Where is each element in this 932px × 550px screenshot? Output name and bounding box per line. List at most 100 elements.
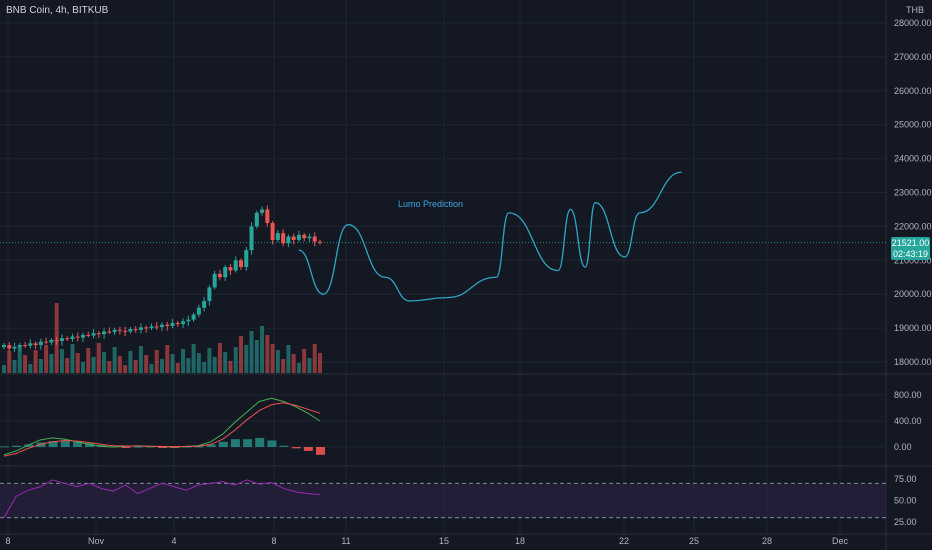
volume-bar bbox=[81, 362, 85, 373]
rsi-band bbox=[0, 483, 886, 518]
signal-line bbox=[3, 402, 321, 457]
price-tick-label: 24000.00 bbox=[894, 154, 932, 164]
candle-body bbox=[191, 314, 196, 320]
price-tick-label: 28000.00 bbox=[894, 18, 932, 28]
candle-body bbox=[265, 209, 270, 224]
volume-bar bbox=[128, 351, 133, 373]
volume-bar bbox=[138, 346, 143, 373]
macd-histogram-bar bbox=[133, 446, 143, 448]
candle-body bbox=[117, 329, 122, 331]
last-price-badge: 21521.00 02:43:19 bbox=[891, 237, 930, 260]
candle-body bbox=[128, 329, 133, 332]
candle-body bbox=[207, 287, 212, 301]
bar-countdown: 02:43:19 bbox=[892, 249, 929, 259]
candle-body bbox=[81, 334, 85, 338]
volume-bar bbox=[244, 345, 249, 373]
volume-bar bbox=[44, 345, 49, 373]
volume-bar bbox=[49, 354, 54, 373]
candle-body bbox=[28, 343, 33, 346]
macd-histogram-bar bbox=[158, 447, 167, 448]
prediction-label: Lumo Prediction bbox=[398, 199, 464, 209]
candle-body bbox=[212, 273, 217, 288]
macd-histogram-bar bbox=[145, 446, 155, 448]
candle-body bbox=[217, 273, 222, 278]
price-tick-label: 23000.00 bbox=[894, 188, 932, 198]
volume-bar bbox=[149, 364, 154, 373]
volume-bar bbox=[112, 347, 117, 373]
x-tick-label: 4 bbox=[171, 536, 176, 546]
x-tick-label: 8 bbox=[5, 536, 10, 546]
macd-histogram-bar bbox=[182, 446, 192, 448]
volume-bar bbox=[207, 348, 212, 373]
candle-body bbox=[149, 326, 154, 329]
candle-body bbox=[260, 209, 265, 213]
volume-bar bbox=[102, 352, 107, 373]
candle-body bbox=[312, 236, 317, 242]
macd-histogram-bar bbox=[60, 440, 70, 447]
macd-histogram-bar bbox=[255, 437, 265, 447]
candle-body bbox=[2, 345, 6, 348]
macd-histogram-bar bbox=[121, 447, 131, 448]
candle-body bbox=[307, 236, 312, 239]
candle-body bbox=[49, 339, 54, 343]
macd-tick-label: 800.00 bbox=[894, 390, 922, 400]
price-tick-label: 22000.00 bbox=[894, 221, 932, 231]
candle-body bbox=[233, 260, 238, 271]
volume-bar bbox=[12, 360, 17, 373]
macd-histogram-bar bbox=[291, 447, 301, 449]
macd-histogram-bar bbox=[194, 446, 204, 448]
volume-bar bbox=[33, 350, 38, 373]
candle-body bbox=[96, 333, 101, 335]
price-tick-label: 18000.00 bbox=[894, 357, 932, 367]
candle-body bbox=[65, 338, 70, 340]
candle-body bbox=[181, 321, 186, 325]
candle-body bbox=[154, 326, 159, 328]
volume-bar bbox=[107, 361, 112, 373]
candle-body bbox=[144, 327, 149, 329]
volume-bar bbox=[281, 359, 286, 373]
macd-histogram-bar bbox=[48, 441, 58, 447]
candle-body bbox=[123, 330, 128, 332]
volume-bar bbox=[302, 349, 307, 373]
volume-bar bbox=[291, 354, 296, 373]
candle-body bbox=[86, 334, 91, 336]
volume-bar bbox=[254, 340, 259, 373]
volume-bar bbox=[228, 361, 233, 373]
macd-histogram-bar bbox=[267, 440, 277, 447]
candle-body bbox=[12, 346, 17, 349]
macd-histogram-bar bbox=[170, 447, 180, 448]
candle-body bbox=[23, 345, 28, 347]
volume-bar bbox=[296, 363, 301, 373]
x-tick-label: 18 bbox=[515, 536, 525, 546]
prediction-curve bbox=[298, 171, 682, 302]
x-tick-label: 15 bbox=[439, 536, 449, 546]
volume-bar bbox=[2, 365, 6, 373]
candle-body bbox=[196, 307, 201, 315]
macd-histogram-bar bbox=[218, 441, 228, 447]
price-tick-label: 21000.00 bbox=[894, 255, 932, 265]
volume-bar bbox=[7, 351, 12, 373]
x-tick-label: 11 bbox=[341, 536, 350, 546]
volume-bar bbox=[312, 344, 317, 373]
price-tick-label: 20000.00 bbox=[894, 289, 932, 299]
candle-body bbox=[281, 233, 286, 244]
volume-bar bbox=[260, 326, 265, 373]
candle-body bbox=[170, 323, 175, 327]
volume-bar bbox=[17, 346, 22, 373]
x-tick-label: 28 bbox=[762, 536, 772, 546]
candle-body bbox=[296, 234, 301, 240]
candle-body bbox=[165, 324, 170, 327]
x-tick-label: 8 bbox=[271, 536, 276, 546]
symbol-title: BNB Coin, 4h, BITKUB bbox=[6, 5, 109, 16]
candle-body bbox=[70, 336, 75, 339]
volume-bar bbox=[275, 350, 280, 373]
volume-bar bbox=[23, 355, 28, 373]
volume-bar bbox=[54, 303, 59, 373]
volume-bar bbox=[86, 348, 91, 373]
candle-body bbox=[133, 329, 138, 331]
macd-tick-label: 0.00 bbox=[894, 442, 912, 452]
candle-body bbox=[302, 234, 307, 239]
macd-histogram-bar bbox=[24, 444, 34, 447]
candle-body bbox=[7, 345, 12, 349]
